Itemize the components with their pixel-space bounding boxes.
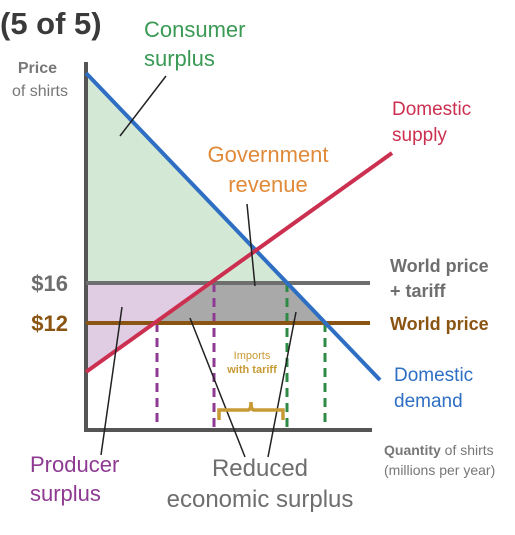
pointer-revenue [246,203,256,287]
pointer-reduced-left [189,317,246,458]
imports-label-1: Imports [234,350,271,362]
price-label-low: $12 [31,311,68,336]
domestic-demand-label-1: Domestic [394,365,473,386]
government-revenue-label-1: Government [207,142,328,167]
x-axis-subtitle: (millions per year) [384,462,495,478]
domestic-supply-line [84,151,394,374]
producer-surplus-label-1: Producer [30,452,119,477]
reduced-surplus-label-1: Reduced [212,455,308,482]
world-price-tariff-label-2: + tariff [390,281,447,301]
world-price-label: World price [390,314,489,334]
price-label-high: $16 [31,271,68,296]
imports-label-2: with tariff [226,364,277,376]
government-revenue-label-2: revenue [228,172,308,197]
world-price-tariff-label-1: World price [390,256,489,276]
step-indicator: (5 of 5) [0,6,102,41]
x-axis-title: Quantity of shirts [384,442,494,458]
consumer-surplus-label-1: Consumer [144,17,245,42]
y-axis-title: Price [18,60,57,77]
producer-surplus-label-2: surplus [30,481,101,506]
domestic-supply-label-2: supply [392,125,447,146]
pointer-consumer [119,75,167,137]
domestic-demand-label-2: demand [394,391,463,412]
pointer-reduced-right [267,311,297,458]
x-axis-title-rest: of shirts [441,442,494,458]
reduced-surplus-label-2: economic surplus [167,486,354,513]
domestic-demand-line [84,71,382,382]
consumer-surplus-label-2: surplus [144,46,215,71]
pointer-producer [100,306,123,456]
imports-bracket [217,401,285,420]
y-axis-subtitle: of shirts [12,83,68,100]
x-axis-title-bold: Quantity [384,442,441,458]
government-revenue-area [157,283,287,323]
domestic-supply-label-1: Domestic [392,99,471,120]
